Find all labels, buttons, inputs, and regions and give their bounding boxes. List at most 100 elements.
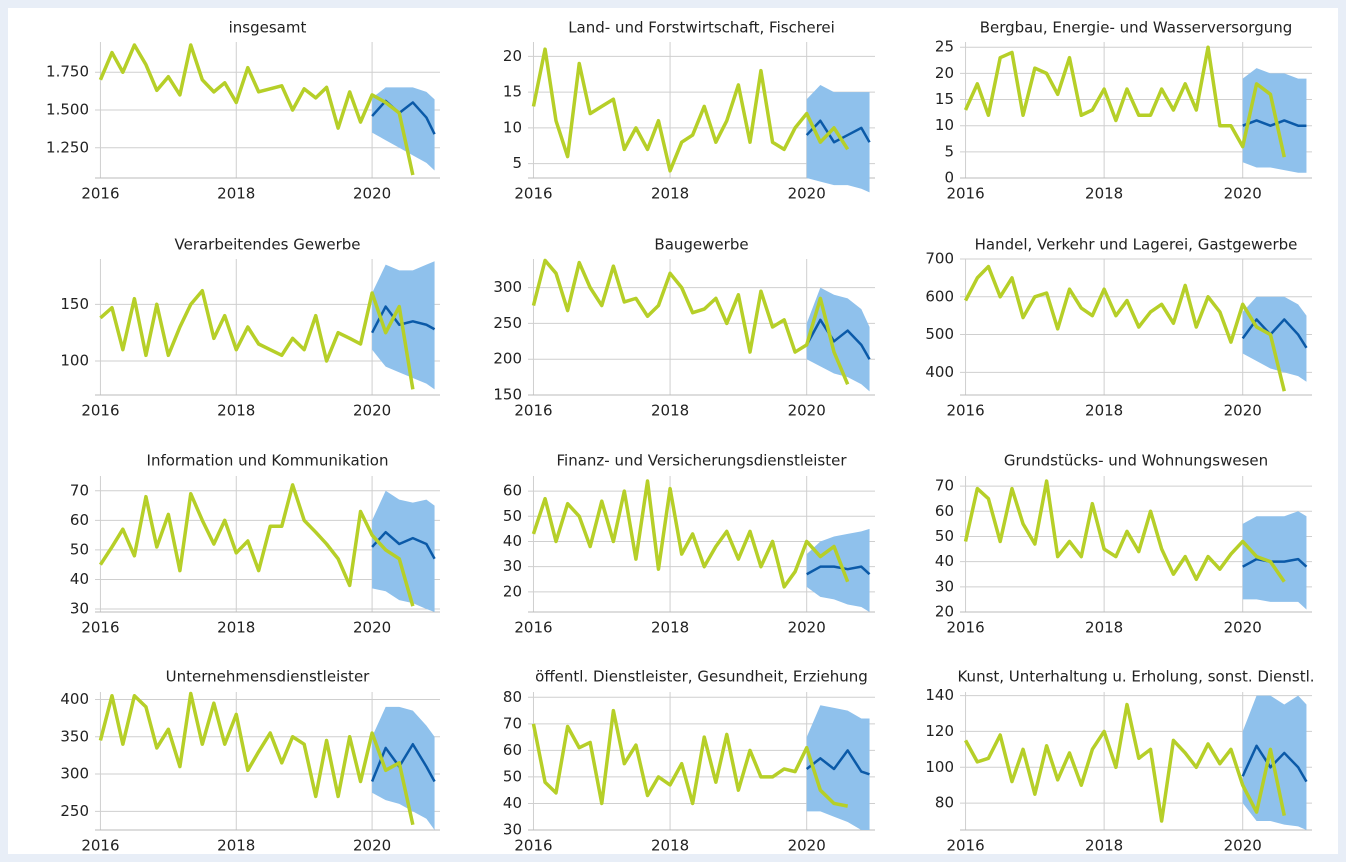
series-line	[963, 45, 1286, 158]
series-line	[531, 47, 850, 173]
series-line	[370, 305, 436, 334]
y-tick-label: 70	[935, 477, 954, 495]
series-line	[963, 264, 1286, 392]
y-tick-label: 600	[925, 287, 954, 305]
y-tick-label: 70	[503, 714, 522, 732]
x-tick-label: 2016	[514, 837, 552, 855]
chart-title: Finanz- und Versicherungsdienstleister	[556, 452, 847, 470]
x-tick-label: 2018	[217, 402, 255, 420]
x-tick-label: 2018	[651, 619, 689, 637]
y-tick-label: 10	[503, 118, 522, 136]
y-tick-label: 1.500	[46, 101, 89, 119]
series-line	[370, 742, 436, 783]
forecast-band	[372, 490, 435, 612]
x-tick-label: 2020	[353, 402, 391, 420]
x-tick-label: 2018	[1085, 185, 1123, 203]
y-tick-label: 200	[493, 350, 522, 368]
series-line	[963, 479, 1286, 583]
y-tick-label: 250	[60, 802, 89, 820]
series-line	[371, 99, 436, 135]
y-tick-label: 300	[493, 278, 522, 296]
y-tick-label: 50	[70, 540, 89, 558]
x-tick-label: 2020	[353, 185, 391, 203]
y-tick-label: 140	[925, 686, 954, 704]
y-tick-label: 5	[512, 154, 522, 172]
chart-title: insgesamt	[229, 19, 307, 37]
y-tick-label: 1.750	[46, 63, 89, 81]
y-tick-label: 0	[944, 169, 954, 187]
y-tick-label: 60	[70, 511, 89, 529]
y-tick-label: 60	[503, 482, 522, 500]
forecast-band	[806, 84, 870, 193]
x-tick-label: 2020	[1224, 619, 1262, 637]
y-tick-label: 100	[925, 758, 954, 776]
x-tick-label: 2020	[788, 837, 826, 855]
chart-title: Unternehmensdienstleister	[166, 668, 371, 686]
y-tick-label: 20	[503, 582, 522, 600]
series-line	[531, 479, 850, 589]
x-tick-label: 2016	[81, 402, 119, 420]
y-tick-label: 40	[70, 570, 89, 588]
y-tick-label: 10	[935, 116, 954, 134]
x-tick-label: 2016	[514, 402, 552, 420]
y-tick-label: 40	[503, 532, 522, 550]
y-tick-label: 5	[944, 142, 954, 160]
y-tick-label: 150	[60, 295, 89, 313]
x-tick-label: 2016	[946, 837, 984, 855]
forecast-band	[1242, 511, 1307, 610]
series-line	[531, 708, 849, 808]
x-tick-label: 2020	[1224, 402, 1262, 420]
chart-title: Handel, Verkehr und Lagerei, Gastgewerbe	[975, 236, 1298, 254]
chart-title: Kunst, Unterhaltung u. Erholung, sonst. …	[957, 668, 1314, 686]
x-tick-label: 2018	[1085, 837, 1123, 855]
y-tick-label: 40	[503, 794, 522, 812]
x-tick-label: 2020	[788, 402, 826, 420]
chart-title: Bergbau, Energie- und Wasserversorgung	[980, 19, 1293, 37]
x-tick-label: 2018	[651, 185, 689, 203]
y-tick-label: 80	[503, 688, 522, 706]
x-tick-label: 2016	[81, 619, 119, 637]
x-tick-label: 2020	[353, 619, 391, 637]
chart-title: Verarbeitendes Gewerbe	[175, 236, 361, 254]
forecast-band	[1242, 296, 1307, 382]
x-tick-label: 2020	[788, 619, 826, 637]
chart-title: Grundstücks- und Wohnungswesen	[1004, 452, 1268, 470]
series-line	[964, 702, 1286, 823]
x-tick-label: 2016	[81, 837, 119, 855]
x-tick-label: 2018	[651, 837, 689, 855]
panel-background	[8, 8, 1338, 854]
y-tick-label: 20	[503, 47, 522, 65]
y-tick-label: 50	[935, 527, 954, 545]
y-tick-label: 20	[935, 64, 954, 82]
chart-title: Land- und Forstwirtschaft, Fischerei	[568, 19, 835, 37]
y-tick-label: 30	[70, 600, 89, 618]
x-tick-label: 2018	[217, 185, 255, 203]
x-tick-label: 2016	[514, 185, 552, 203]
series-line	[371, 530, 436, 560]
y-tick-label: 350	[60, 727, 89, 745]
y-tick-label: 700	[925, 250, 954, 268]
y-tick-label: 300	[60, 765, 89, 783]
series-line	[1241, 744, 1308, 783]
y-tick-label: 20	[935, 603, 954, 621]
y-tick-label: 150	[493, 386, 522, 404]
y-tick-label: 25	[935, 38, 954, 56]
x-tick-label: 2016	[946, 619, 984, 637]
y-tick-label: 80	[935, 794, 954, 812]
series-line	[805, 318, 871, 360]
x-tick-label: 2016	[946, 185, 984, 203]
series-line	[531, 258, 850, 385]
y-tick-label: 30	[935, 577, 954, 595]
y-tick-label: 250	[493, 314, 522, 332]
series-line	[99, 288, 415, 390]
y-tick-label: 50	[503, 507, 522, 525]
y-tick-label: 120	[925, 722, 954, 740]
series-line	[805, 749, 870, 776]
y-tick-label: 15	[503, 83, 522, 101]
y-tick-label: 15	[935, 90, 954, 108]
forecast-band	[806, 528, 870, 612]
x-tick-label: 2016	[946, 402, 984, 420]
y-tick-label: 30	[503, 557, 522, 575]
y-tick-label: 30	[503, 821, 522, 839]
